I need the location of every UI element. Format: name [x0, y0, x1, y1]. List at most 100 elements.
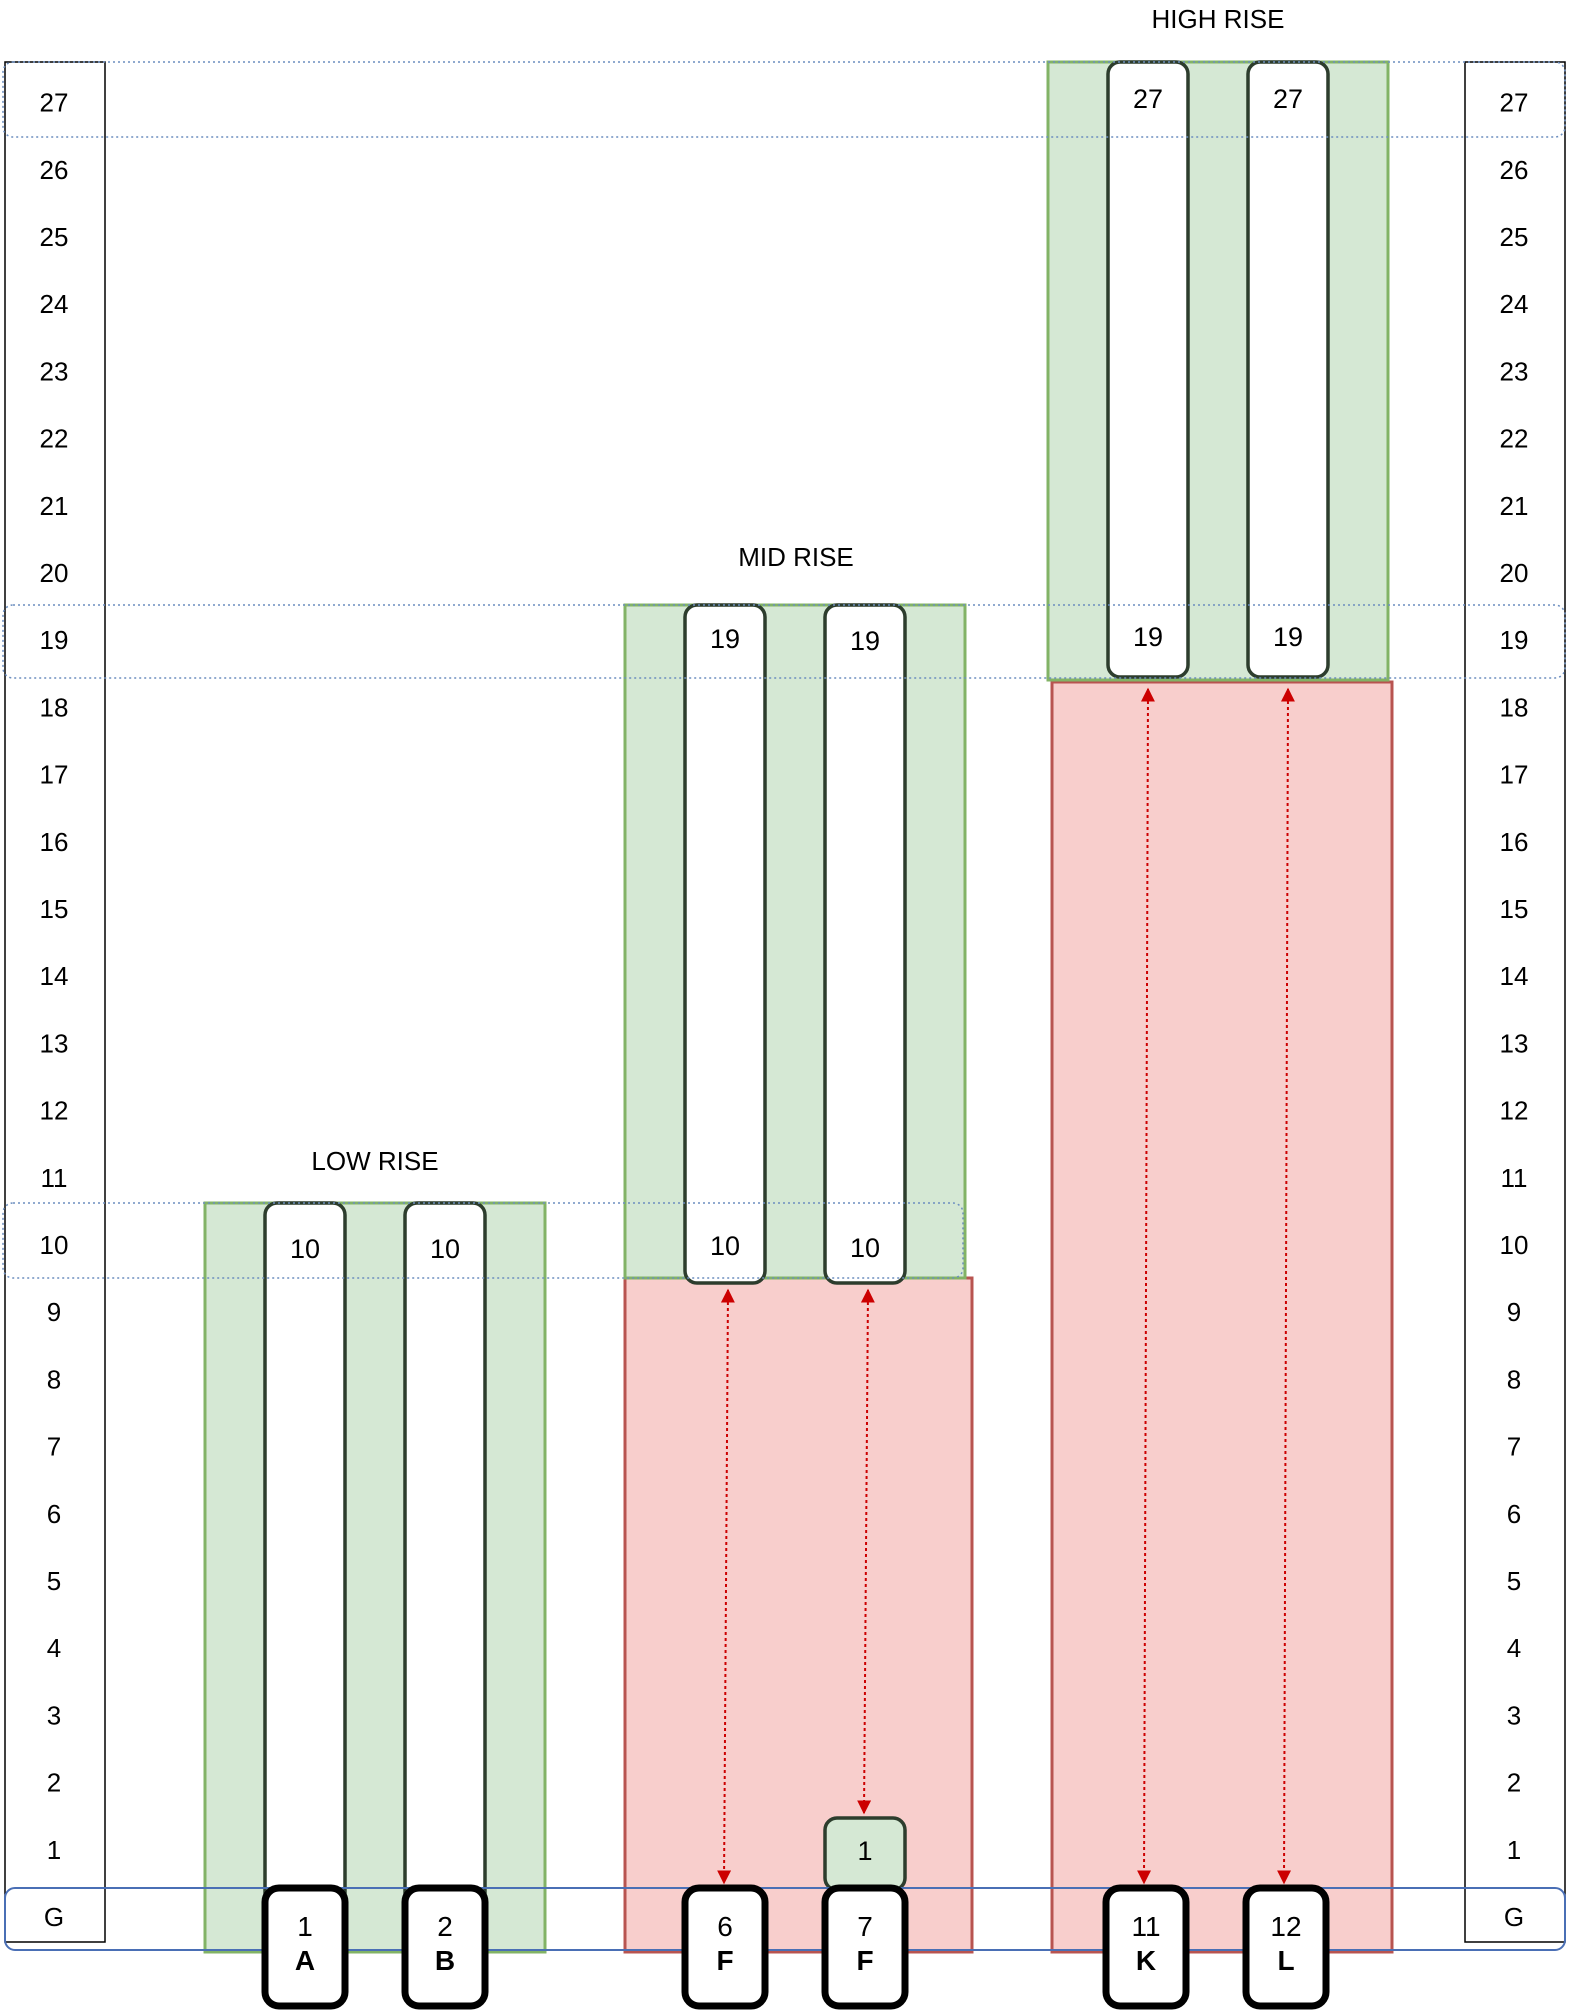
floor-label-right-17: 17 — [1500, 760, 1529, 790]
floor-19-band-left — [2, 604, 1566, 679]
floor-label-right-10: 10 — [1500, 1230, 1529, 1260]
car-11-bottom-floor: 19 — [1133, 622, 1163, 652]
car-11-top-floor: 27 — [1133, 84, 1163, 114]
high-rise-express-zone — [1050, 680, 1394, 1954]
car-12-bottom-floor: 19 — [1273, 622, 1303, 652]
floor-label-left-10: 10 — [40, 1230, 69, 1260]
floor-label-right-19: 19 — [1500, 625, 1529, 655]
floor-label-right-2: 2 — [1507, 1768, 1521, 1798]
car-1-top-floor: 10 — [290, 1234, 320, 1264]
car-token-box-11 — [1102, 1884, 1190, 2010]
floor-label-right-27: 27 — [1500, 88, 1529, 118]
car-letter-12: L — [1277, 1945, 1294, 1976]
floor-label-left-12: 12 — [40, 1096, 69, 1126]
shaft-car-11 — [1106, 60, 1190, 679]
express-run-arrow-car-6 — [717, 1288, 735, 1885]
floor-label-right-14: 14 — [1500, 961, 1529, 991]
floor-label-right-16: 16 — [1500, 827, 1529, 857]
floor-label-right-3: 3 — [1507, 1700, 1521, 1730]
floor-label-left-14: 14 — [40, 961, 69, 991]
floor-label-right-1: 1 — [1507, 1835, 1521, 1865]
floor-label-left-3: 3 — [47, 1700, 61, 1730]
shaft-car-12 — [1246, 60, 1330, 679]
car-token-box-6 — [681, 1884, 769, 2010]
car-letter-6: F — [716, 1945, 733, 1976]
car-number-12: 12 — [1270, 1911, 1301, 1942]
car-number-7: 7 — [857, 1911, 873, 1942]
car-number-6: 6 — [717, 1911, 733, 1942]
car-number-1: 1 — [297, 1911, 313, 1942]
floor-label-left-24: 24 — [40, 289, 69, 319]
low-rise-label: LOW RISE — [311, 1146, 438, 1176]
car-letter-2: B — [435, 1945, 455, 1976]
floor-label-left-g: G — [44, 1902, 64, 1932]
floor-label-left-7: 7 — [47, 1432, 61, 1462]
floor-label-left-15: 15 — [40, 894, 69, 924]
car-7-top-floor: 19 — [850, 626, 880, 656]
floor-label-left-16: 16 — [40, 827, 69, 857]
floor-10-band — [2, 1202, 964, 1279]
floor-label-left-9: 9 — [47, 1297, 61, 1327]
car-letter-7: F — [856, 1945, 873, 1976]
floor-label-left-27: 27 — [40, 88, 69, 118]
shaft-car-1 — [263, 1201, 347, 1960]
floor-label-right-9: 9 — [1507, 1297, 1521, 1327]
floor-label-left-17: 17 — [40, 760, 69, 790]
car-7-bottom-floor: 10 — [850, 1233, 880, 1263]
floor-label-left-4: 4 — [47, 1633, 61, 1663]
express-run-arrow-car-11 — [1137, 687, 1155, 1885]
high-rise-label: HIGH RISE — [1152, 4, 1285, 34]
car-token-11: 11K — [1102, 1884, 1190, 2010]
floor-label-left-19: 19 — [40, 625, 69, 655]
floor-label-right-18: 18 — [1500, 692, 1529, 722]
floor-label-right-21: 21 — [1500, 491, 1529, 521]
floor-label-left-25: 25 — [40, 222, 69, 252]
car-token-1: 1A — [261, 1884, 349, 2010]
floor-label-left-20: 20 — [40, 558, 69, 588]
floor-label-right-12: 12 — [1500, 1096, 1529, 1126]
floor-label-right-15: 15 — [1500, 894, 1529, 924]
car-token-box-12 — [1242, 1884, 1330, 2010]
shaft-car-6 — [683, 603, 767, 1285]
floor-label-right-22: 22 — [1500, 424, 1529, 454]
floor-label-right-7: 7 — [1507, 1432, 1521, 1462]
car-letter-1: A — [295, 1945, 315, 1976]
floor-label-right-g: G — [1504, 1902, 1524, 1932]
floor-label-left-8: 8 — [47, 1364, 61, 1394]
floor-label-right-26: 26 — [1500, 155, 1529, 185]
shaft-car-7 — [823, 603, 907, 1285]
mid-rise-label: MID RISE — [738, 542, 854, 572]
floor-label-left-21: 21 — [40, 491, 69, 521]
floor-label-right-23: 23 — [1500, 356, 1529, 386]
ground-floor-band — [4, 1887, 1566, 1951]
car-2-top-floor: 10 — [430, 1234, 460, 1264]
car-token-12: 12L — [1242, 1884, 1330, 2010]
floor-label-right-11: 11 — [1501, 1163, 1528, 1193]
car-6-bottom-floor: 10 — [710, 1231, 740, 1261]
floor-label-right-25: 25 — [1500, 222, 1529, 252]
car-token-box-1 — [261, 1884, 349, 2010]
floor-label-left-2: 2 — [47, 1768, 61, 1798]
floor-27-band — [2, 61, 1566, 138]
low-rise-served-zone — [203, 1201, 547, 1954]
floor-label-left-1: 1 — [47, 1835, 61, 1865]
floor-label-right-24: 24 — [1500, 289, 1529, 319]
floor-label-left-22: 22 — [40, 424, 69, 454]
car-6-top-floor: 19 — [710, 624, 740, 654]
car-token-2: 2B — [401, 1884, 489, 2010]
car-token-box-2 — [401, 1884, 489, 2010]
mid-rise-express-zone — [623, 1276, 974, 1954]
floor-label-left-13: 13 — [40, 1028, 69, 1058]
express-run-arrow-car-12 — [1277, 687, 1295, 1885]
car-number-2: 2 — [437, 1911, 453, 1942]
shaft-car-2 — [403, 1201, 487, 1960]
floor-label-left-23: 23 — [40, 356, 69, 386]
mid-rise-served-zone — [623, 603, 967, 1280]
floor-label-right-6: 6 — [1507, 1499, 1521, 1529]
high-rise-served-zone — [1046, 60, 1390, 682]
floor-label-left-18: 18 — [40, 692, 69, 722]
floor-label-right-5: 5 — [1507, 1566, 1521, 1596]
car-token-7: 7F — [821, 1884, 909, 2010]
floor-label-right-8: 8 — [1507, 1364, 1521, 1394]
